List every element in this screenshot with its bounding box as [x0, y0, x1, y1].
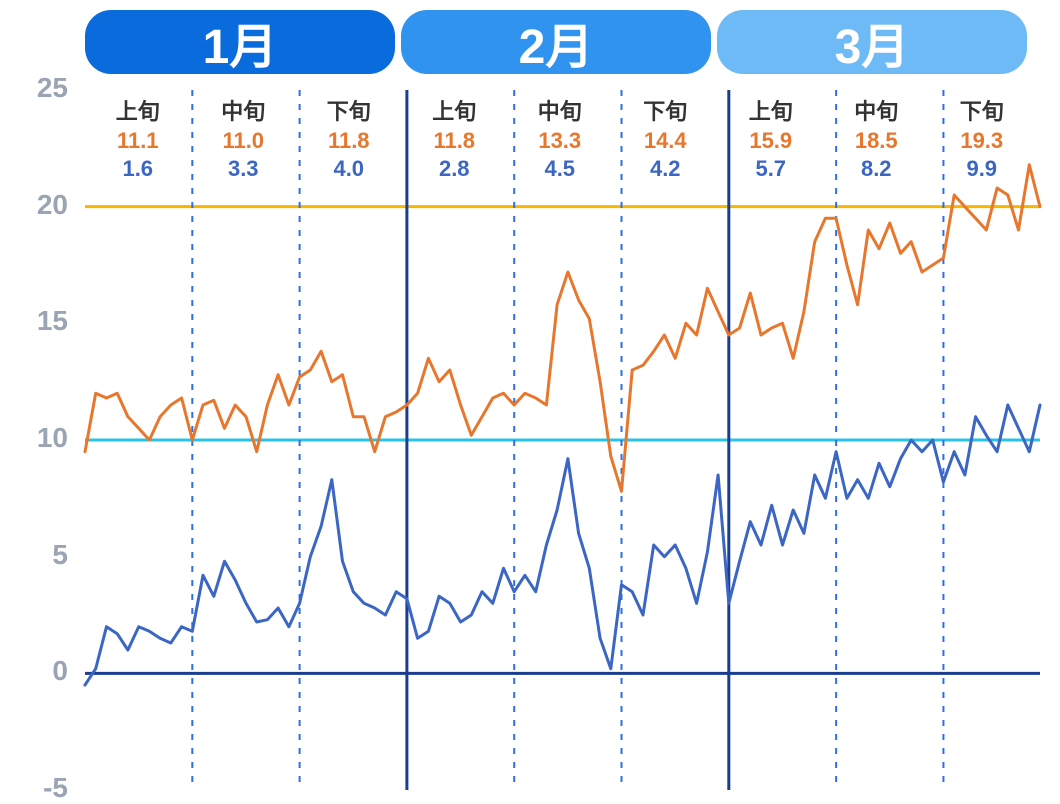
line-chart [0, 0, 1060, 800]
series-high [85, 165, 1040, 492]
series-low [85, 405, 1040, 685]
chart-root: 1月2月3月 上旬11.11.6中旬11.03.3下旬11.84.0上旬11.8… [0, 0, 1060, 800]
